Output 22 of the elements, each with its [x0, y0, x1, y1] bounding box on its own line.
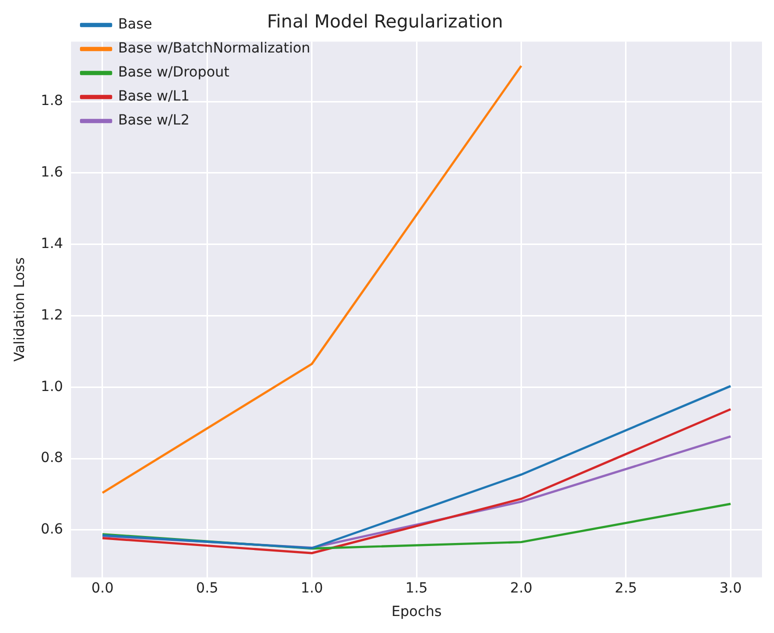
legend-label: Base w/L1 — [118, 88, 190, 105]
legend-label: Base w/Dropout — [118, 64, 230, 81]
y-tick-label: 1.0 — [40, 378, 64, 395]
legend-label: Base — [118, 16, 152, 33]
x-tick-label: 1.5 — [405, 580, 428, 596]
x-tick-label: 2.5 — [614, 580, 638, 596]
x-tick-label: 2.0 — [510, 580, 532, 596]
y-tick-label: 0.8 — [40, 450, 64, 466]
x-tick-label: 0.5 — [196, 580, 218, 596]
y-tick-label: 1.8 — [40, 93, 64, 110]
legend-label: Base w/BatchNormalization — [118, 40, 310, 57]
y-tick-label: 1.2 — [40, 307, 64, 324]
y-axis-title: Validation Loss — [12, 257, 28, 362]
x-tick-label: 0.0 — [91, 580, 114, 596]
y-tick-label: 0.6 — [40, 522, 64, 538]
legend-label: Base w/L2 — [118, 112, 190, 129]
y-tick-label: 1.4 — [40, 236, 64, 252]
y-tick-label: 1.6 — [40, 164, 64, 181]
x-tick-label: 1.0 — [300, 580, 323, 596]
chart-title: Final Model Regularization — [267, 11, 503, 32]
x-tick-label: 3.0 — [719, 580, 742, 596]
x-axis-title: Epochs — [391, 604, 442, 620]
